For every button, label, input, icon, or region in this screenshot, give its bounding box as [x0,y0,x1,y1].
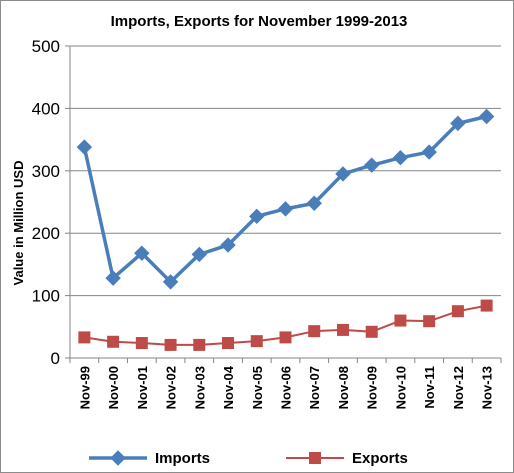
data-point-imports [335,166,351,182]
x-tick-label: Nov-03 [192,366,207,409]
data-point-exports [480,299,493,312]
legend-item-exports: Exports [286,450,408,467]
data-point-exports [308,325,321,338]
data-point-exports [365,325,378,338]
x-tick-label: Nov-04 [221,365,236,409]
data-point-exports [451,305,464,318]
data-point-exports [279,331,292,344]
data-point-exports [164,338,177,351]
y-tick-label: 300 [32,162,60,181]
legend-label: Imports [155,450,210,467]
data-point-imports [249,208,265,225]
data-point-exports [309,452,321,464]
data-point-exports [135,337,148,350]
data-point-imports [134,245,150,261]
data-point-imports [306,195,322,211]
y-tick-label: 400 [32,99,60,118]
y-tick-label: 500 [32,37,60,56]
x-tick-label: Nov-02 [164,366,179,409]
gridlines [70,45,501,297]
data-point-imports [277,201,294,217]
y-axis-ticks: 0 100 200 300 400 500 [32,37,70,368]
data-point-imports [478,108,495,125]
x-tick-label: Nov-00 [106,366,121,409]
data-point-exports [394,314,407,327]
x-tick-label: Nov-09 [365,366,380,409]
x-tick-label: Nov-08 [336,366,351,409]
chart-title: Imports, Exports for November 1999-2013 [111,13,408,30]
data-point-imports [105,270,121,286]
x-tick-label: Nov-10 [393,366,408,409]
y-axis-label: Value in Million USD [11,161,26,286]
data-point-imports [191,246,208,263]
legend: Imports Exports [89,450,408,467]
data-point-imports [162,274,179,290]
data-point-exports [78,331,91,344]
legend-label: Exports [352,450,408,467]
x-tick-label: Nov-11 [422,366,437,409]
data-point-imports [392,149,409,166]
x-axis-ticks: Nov-99 Nov-00 Nov-01 Nov-02 Nov-03 Nov-04 Nov-… [69,358,502,409]
data-point-imports [421,144,437,160]
x-tick-label: Nov-13 [480,366,495,409]
data-point-exports [222,337,235,350]
x-tick-label: Nov-06 [279,366,294,409]
series-markers [76,108,495,351]
data-point-exports [193,338,206,351]
x-tick-label: Nov-05 [250,366,265,409]
data-point-imports [220,237,236,253]
data-point-imports [363,157,380,173]
y-tick-label: 100 [32,287,60,306]
x-tick-label: Nov-12 [451,366,466,409]
y-tick-label: 0 [51,349,60,368]
data-point-imports [110,450,126,466]
data-point-exports [250,335,263,348]
data-point-exports [423,315,436,328]
plot-area [69,46,501,359]
x-tick-label: Nov-07 [307,366,322,409]
data-point-exports [336,323,349,336]
data-point-imports [450,115,466,132]
data-point-exports [107,335,120,348]
y-tick-label: 200 [32,224,60,243]
x-tick-label: Nov-99 [77,366,92,409]
legend-item-imports: Imports [89,450,210,467]
data-point-imports [76,139,93,155]
x-tick-label: Nov-01 [135,366,150,409]
